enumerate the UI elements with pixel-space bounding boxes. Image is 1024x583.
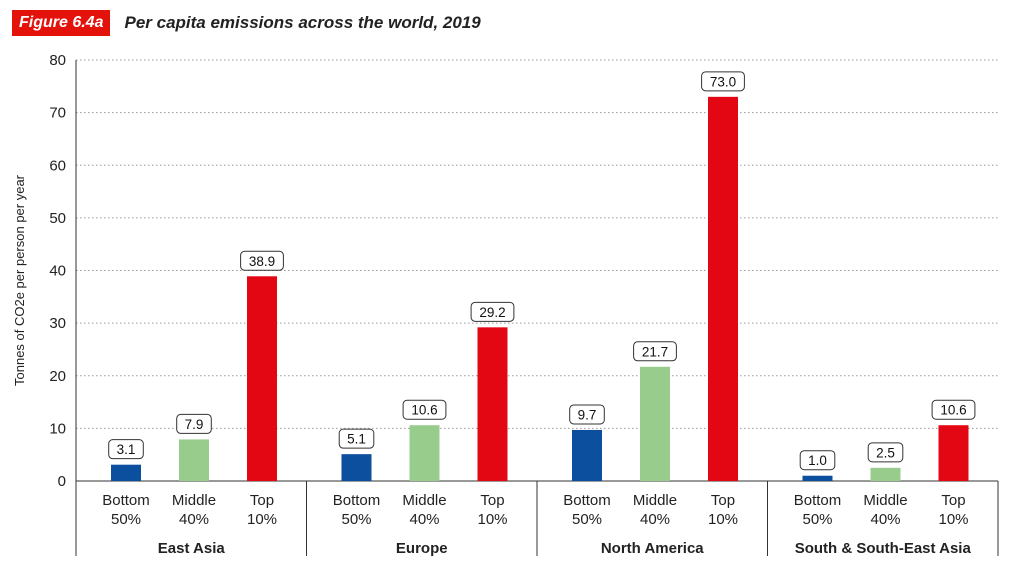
x-tick-label: 50% — [111, 511, 141, 528]
x-tick-label: Middle — [633, 492, 677, 509]
data-label: 29.2 — [479, 305, 505, 320]
data-label-box — [931, 399, 976, 420]
data-label: 2.5 — [876, 445, 895, 460]
y-tick-label: 40 — [49, 263, 66, 280]
data-label-box — [701, 71, 745, 92]
data-label-box — [799, 450, 836, 471]
data-label: 3.1 — [117, 442, 136, 457]
x-tick-label: 10% — [938, 511, 968, 528]
y-tick-label: 70 — [49, 105, 66, 122]
data-label: 38.9 — [249, 254, 275, 269]
bar-top — [247, 276, 277, 481]
figure-label: Figure 6.4a — [12, 10, 111, 36]
x-tick-label: Bottom — [102, 492, 150, 509]
data-label-box — [338, 428, 375, 449]
data-label-box — [867, 442, 904, 463]
y-tick-label: 60 — [49, 157, 66, 174]
y-tick-label: 0 — [58, 473, 66, 490]
x-tick-label: 50% — [802, 511, 832, 528]
data-label: 7.9 — [185, 417, 204, 432]
y-tick-label: 20 — [49, 368, 66, 385]
x-tick-label: Middle — [402, 492, 446, 509]
data-label-box — [240, 250, 284, 271]
x-tick-label: Bottom — [794, 492, 842, 509]
y-axis-title: Tonnes of CO2e per person per year — [12, 174, 27, 386]
y-tick-label: 30 — [49, 315, 66, 332]
bar-middle — [409, 425, 440, 481]
x-tick-label: Bottom — [333, 492, 381, 509]
data-label-box — [108, 439, 144, 460]
bar-bottom — [341, 454, 372, 481]
y-tick-label: 10 — [49, 420, 66, 437]
data-label-box — [633, 341, 677, 362]
bar-bottom — [802, 475, 833, 481]
x-tick-label: Top — [941, 492, 965, 509]
x-tick-label: 40% — [640, 511, 670, 528]
bar-top — [477, 327, 508, 481]
data-label: 9.7 — [578, 407, 597, 422]
x-tick-label: 40% — [409, 511, 439, 528]
category-label: South & South-East Asia — [795, 540, 972, 557]
y-tick-label: 80 — [49, 52, 66, 69]
x-tick-label: Top — [480, 492, 504, 509]
x-tick-label: 10% — [477, 511, 507, 528]
y-tick-label: 50 — [49, 210, 66, 227]
x-tick-label: 10% — [708, 511, 738, 528]
category-label: North America — [601, 540, 704, 557]
x-tick-label: 10% — [247, 511, 277, 528]
data-label: 10.6 — [411, 403, 437, 418]
category-label: Europe — [396, 540, 448, 557]
data-label: 10.6 — [940, 403, 966, 418]
data-label: 21.7 — [642, 344, 668, 359]
x-tick-label: Top — [711, 492, 735, 509]
data-label: 5.1 — [347, 432, 366, 447]
data-label-box — [569, 404, 605, 425]
x-tick-label: Top — [250, 492, 274, 509]
x-tick-label: Bottom — [563, 492, 611, 509]
chart-title: Per capita emissions across the world, 2… — [124, 13, 481, 32]
category-label: East Asia — [158, 540, 226, 557]
data-label: 73.0 — [710, 74, 736, 89]
bar-middle — [870, 467, 901, 481]
x-tick-label: Middle — [172, 492, 216, 509]
x-tick-label: 50% — [341, 511, 371, 528]
bar-middle — [640, 366, 670, 481]
bar-bottom — [572, 429, 602, 481]
data-label-box — [176, 413, 212, 434]
x-tick-label: 40% — [179, 511, 209, 528]
bar-middle — [179, 439, 209, 481]
figure-header: Figure 6.4a Per capita emissions across … — [12, 9, 481, 37]
bar-top — [938, 425, 969, 481]
bar-bottom — [111, 464, 141, 481]
x-tick-label: 50% — [572, 511, 602, 528]
bar-top — [708, 96, 738, 482]
data-label-box — [470, 301, 515, 322]
data-label: 1.0 — [808, 453, 827, 468]
x-tick-label: 40% — [870, 511, 900, 528]
data-label-box — [402, 399, 447, 420]
x-tick-label: Middle — [863, 492, 907, 509]
